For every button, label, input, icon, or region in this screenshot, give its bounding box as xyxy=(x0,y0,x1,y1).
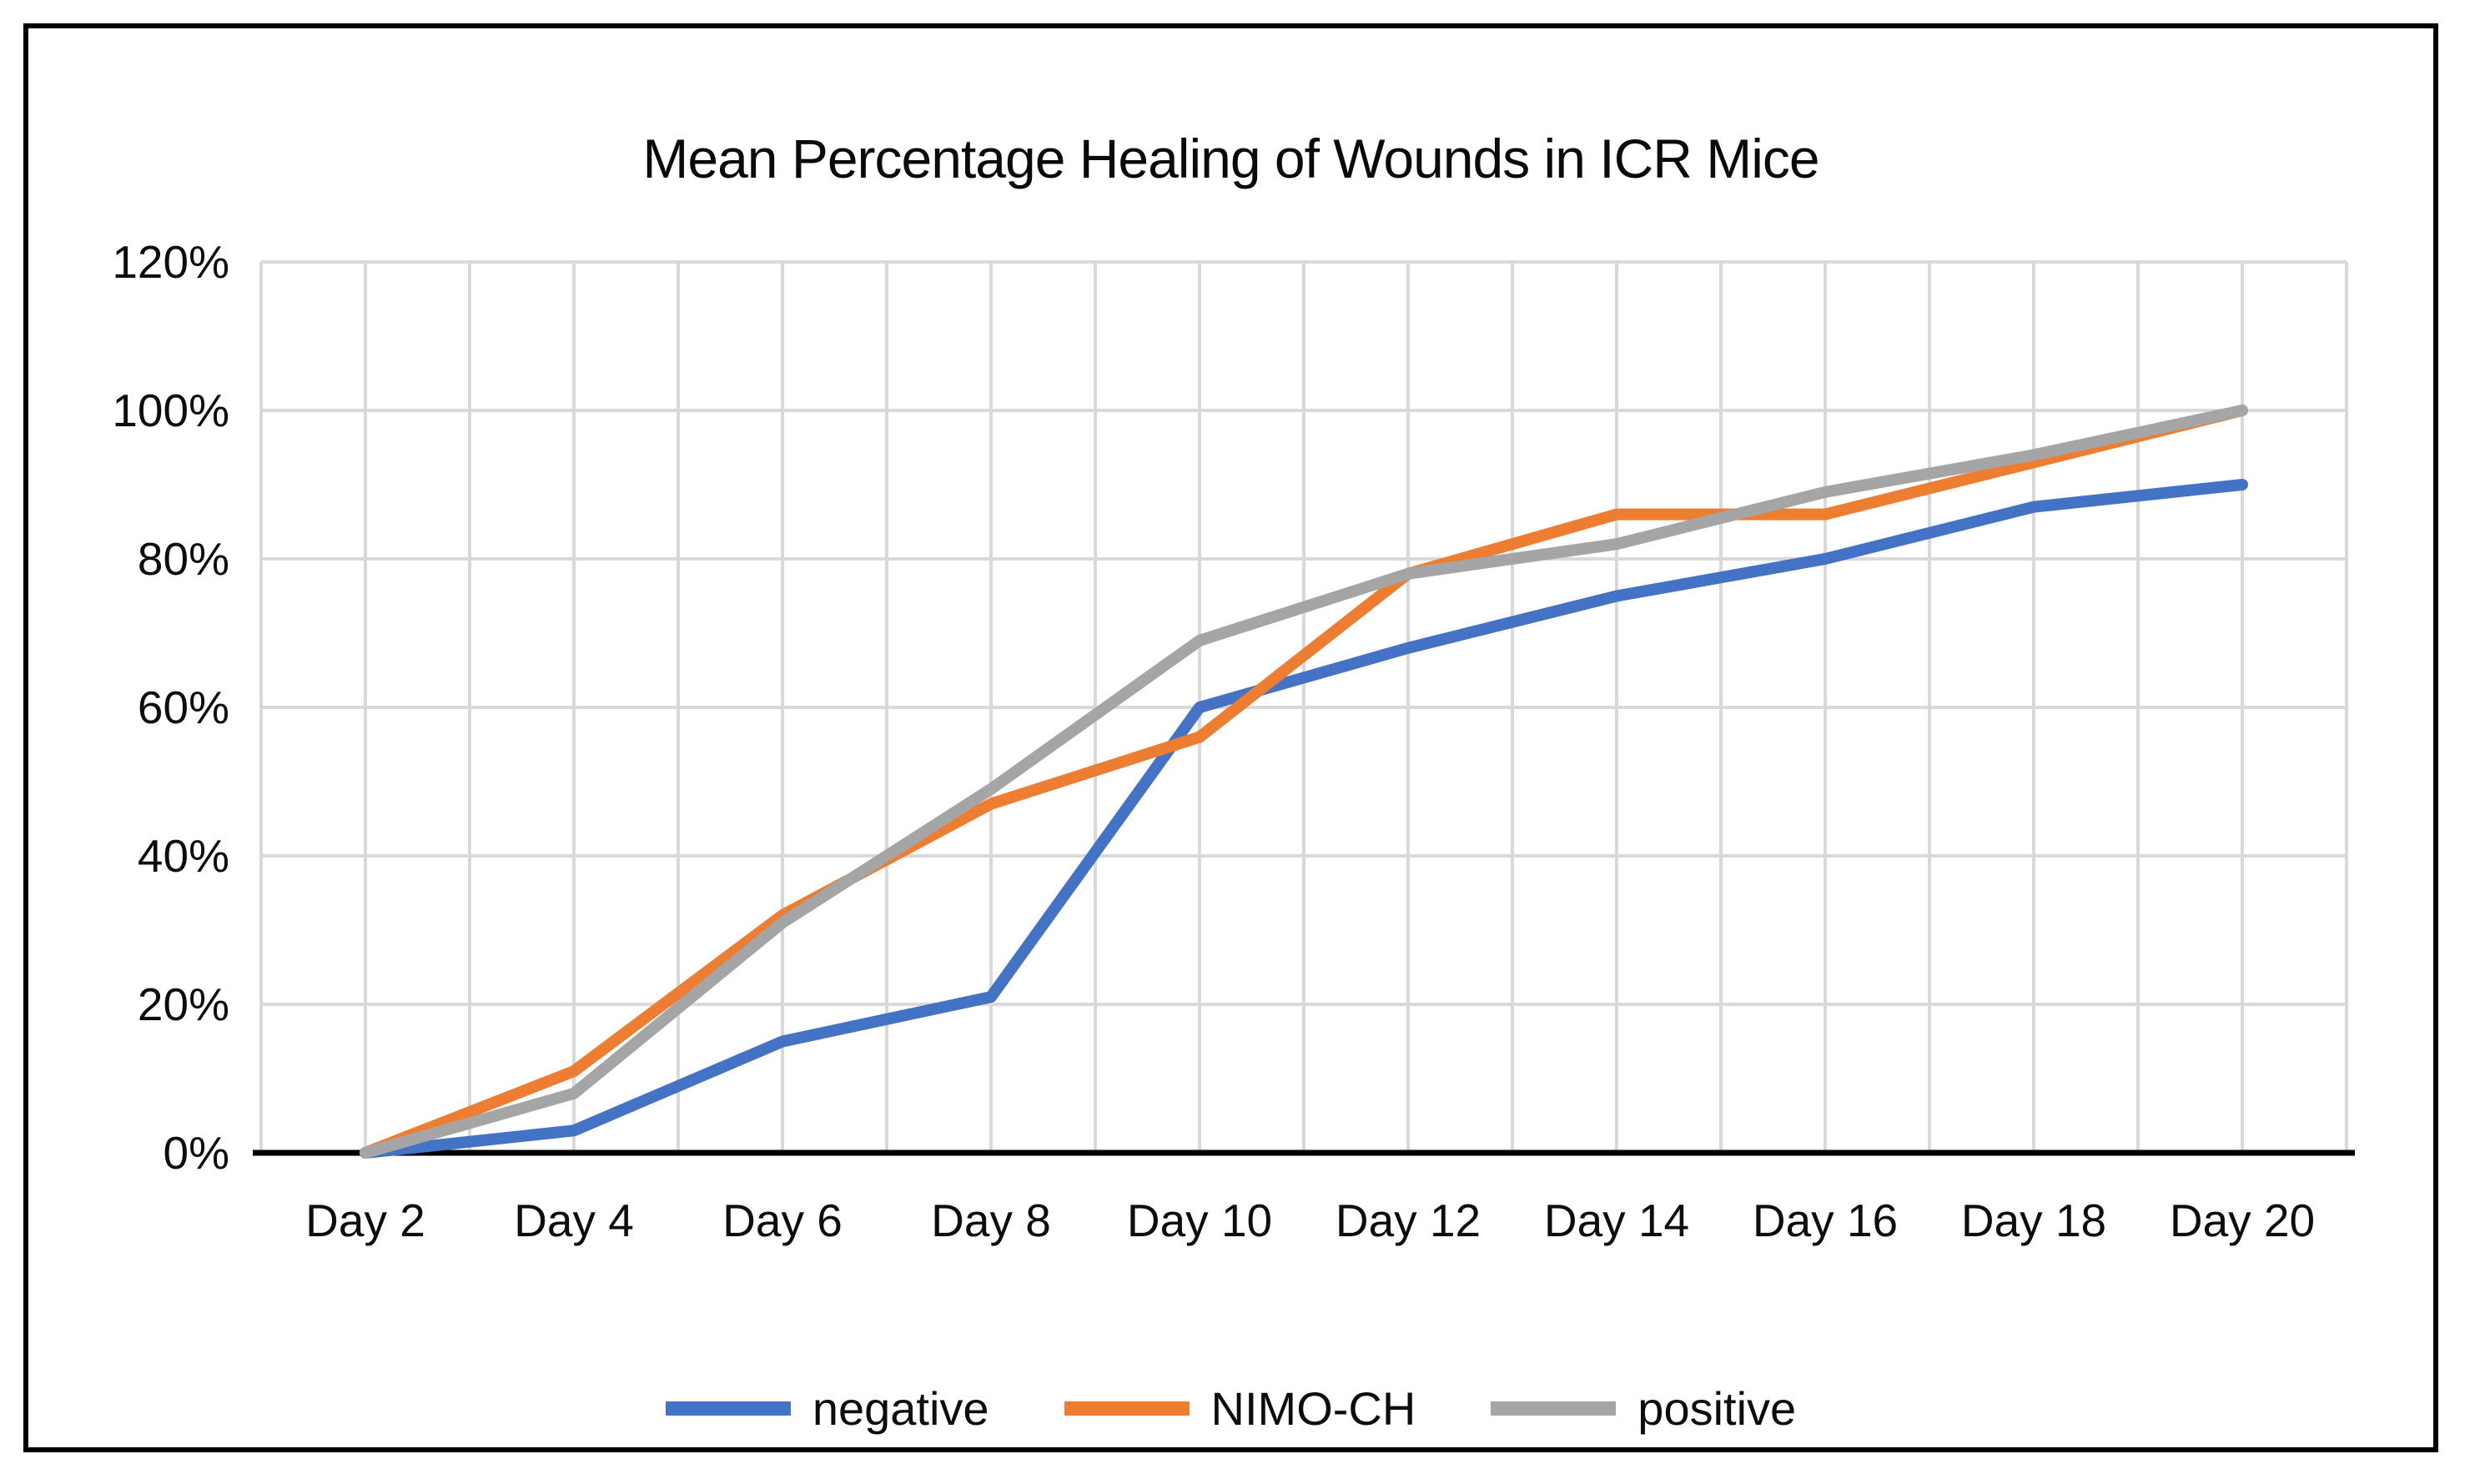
chart-title: Mean Percentage Healing of Wounds in ICR… xyxy=(642,128,1819,189)
y-axis-tick-label: 0% xyxy=(163,1127,230,1179)
y-axis-tick-label: 60% xyxy=(137,682,229,733)
y-axis-tick-label: 120% xyxy=(112,236,229,288)
x-axis-tick-label: Day 10 xyxy=(1126,1195,1273,1246)
x-axis-tick-label: Day 4 xyxy=(514,1195,634,1246)
x-axis-tick-label: Day 14 xyxy=(1543,1195,1690,1246)
x-axis-tick-label: Day 20 xyxy=(2169,1195,2316,1246)
x-axis-tick-label: Day 8 xyxy=(931,1195,1051,1246)
y-axis-tick-label: 80% xyxy=(137,533,229,585)
x-axis-tick-label: Day 2 xyxy=(305,1195,425,1246)
y-axis-tick-label: 40% xyxy=(137,830,229,882)
x-axis-tick-label: Day 12 xyxy=(1335,1195,1481,1246)
x-axis-tick-label: Day 16 xyxy=(1752,1195,1899,1246)
chart-canvas xyxy=(253,260,2355,1159)
legend-label-NIMO-CH: NIMO-CH xyxy=(1210,1382,1416,1435)
series-line-NIMO-CH xyxy=(360,405,2248,1159)
legend-swatch-NIMO-CH xyxy=(1064,1401,1190,1416)
legend-item-positive: positive xyxy=(1491,1381,1796,1436)
legend-item-NIMO-CH: NIMO-CH xyxy=(1064,1381,1416,1436)
x-axis-tick-label: Day 6 xyxy=(722,1195,843,1246)
y-axis-tick-label: 100% xyxy=(112,385,229,436)
series-line-negative xyxy=(360,479,2248,1159)
legend-label-positive: positive xyxy=(1637,1382,1797,1435)
legend-swatch-positive xyxy=(1491,1401,1617,1416)
y-axis-tick-label: 20% xyxy=(137,978,229,1030)
series-line-positive xyxy=(360,405,2248,1159)
legend-label-negative: negative xyxy=(812,1382,989,1435)
plot-area xyxy=(253,260,2355,1159)
legend: negative NIMO-CH positive xyxy=(28,1381,2433,1436)
x-axis-tick-label: Day 18 xyxy=(1960,1195,2107,1246)
legend-swatch-negative xyxy=(665,1401,791,1416)
legend-item-negative: negative xyxy=(665,1381,989,1436)
